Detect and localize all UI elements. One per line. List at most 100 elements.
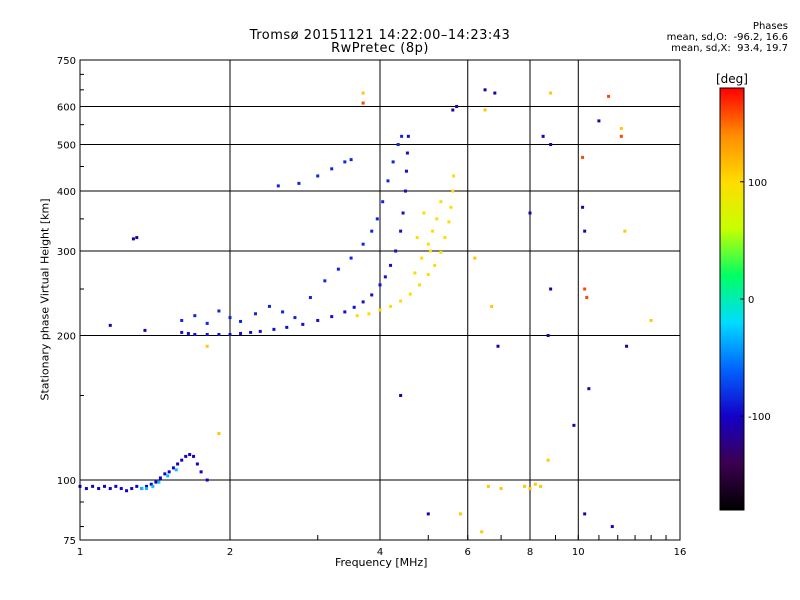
data-point bbox=[163, 472, 167, 476]
data-point bbox=[499, 487, 503, 491]
data-point bbox=[607, 94, 611, 98]
data-point bbox=[267, 304, 271, 308]
data-point bbox=[349, 256, 353, 260]
data-point bbox=[546, 458, 550, 462]
data-point bbox=[131, 237, 135, 241]
data-point bbox=[330, 315, 334, 319]
data-point bbox=[403, 189, 407, 193]
x-tick-label: 2 bbox=[227, 547, 233, 558]
data-point bbox=[523, 484, 527, 488]
y-tick-label: 750 bbox=[57, 56, 76, 67]
data-point bbox=[130, 487, 134, 491]
data-point bbox=[174, 468, 178, 472]
data-point bbox=[610, 525, 614, 529]
data-point bbox=[151, 484, 155, 488]
data-point bbox=[528, 487, 532, 491]
data-point bbox=[443, 236, 447, 240]
data-point bbox=[253, 312, 257, 316]
data-point bbox=[597, 119, 601, 123]
chart-title: Tromsø 20151121 14:22:00–14:23:43 bbox=[249, 28, 511, 43]
data-point bbox=[239, 319, 243, 323]
data-point bbox=[400, 134, 404, 138]
y-tick-label: 400 bbox=[57, 187, 76, 198]
data-point bbox=[361, 300, 365, 304]
data-point bbox=[285, 325, 289, 329]
data-point bbox=[435, 217, 439, 221]
data-point bbox=[399, 394, 403, 398]
phase-stats-x: mean, sd,X: 93.4, 19.7 bbox=[671, 43, 788, 54]
data-point bbox=[352, 305, 356, 309]
data-point bbox=[330, 167, 334, 171]
data-point bbox=[361, 91, 365, 95]
y-tick-label: 75 bbox=[63, 536, 76, 547]
axes: 1 2 4 6 8 10 16 75 100 200 300 400 500 600 750 bbox=[57, 56, 686, 558]
data-point bbox=[381, 200, 385, 204]
data-point bbox=[217, 309, 221, 313]
data-point bbox=[157, 480, 161, 484]
data-point bbox=[239, 331, 243, 335]
data-point bbox=[370, 229, 374, 233]
data-point bbox=[367, 312, 371, 316]
data-point bbox=[149, 482, 153, 486]
data-point bbox=[154, 480, 158, 484]
data-point bbox=[420, 256, 424, 260]
data-point bbox=[316, 318, 320, 322]
data-point bbox=[583, 287, 587, 291]
x-tick-label: 16 bbox=[674, 547, 687, 558]
data-point bbox=[541, 134, 545, 138]
data-point bbox=[180, 318, 184, 322]
y-tick-label: 200 bbox=[57, 332, 76, 343]
data-point bbox=[167, 470, 171, 474]
data-point bbox=[195, 462, 199, 466]
data-point bbox=[355, 314, 359, 318]
data-point bbox=[135, 484, 139, 488]
data-point bbox=[361, 242, 365, 246]
data-point bbox=[103, 484, 107, 488]
data-point bbox=[431, 229, 435, 233]
data-point bbox=[399, 229, 403, 233]
colorbar-tick-label: -100 bbox=[748, 412, 771, 423]
data-point bbox=[84, 487, 88, 491]
data-point bbox=[413, 271, 417, 275]
data-point bbox=[483, 88, 487, 92]
data-point bbox=[587, 387, 591, 391]
data-point bbox=[452, 174, 456, 178]
data-point bbox=[293, 316, 297, 320]
data-point bbox=[349, 158, 353, 162]
data-point bbox=[451, 108, 455, 112]
data-point bbox=[176, 462, 180, 466]
data-points bbox=[78, 88, 653, 534]
data-point bbox=[91, 484, 95, 488]
data-point bbox=[422, 211, 426, 215]
data-point bbox=[378, 308, 382, 312]
data-point bbox=[428, 249, 432, 253]
data-point bbox=[186, 331, 190, 335]
data-point bbox=[143, 328, 147, 332]
data-point bbox=[625, 344, 629, 348]
data-point bbox=[205, 478, 209, 482]
data-point bbox=[528, 211, 532, 215]
data-point bbox=[343, 160, 347, 164]
data-point bbox=[623, 229, 627, 233]
data-point bbox=[496, 344, 500, 348]
data-point bbox=[249, 330, 253, 334]
data-point bbox=[370, 293, 374, 297]
data-point bbox=[119, 487, 123, 491]
data-point bbox=[493, 91, 497, 95]
data-point bbox=[276, 184, 280, 188]
data-point bbox=[539, 484, 543, 488]
data-point bbox=[316, 174, 320, 178]
data-point bbox=[447, 220, 451, 224]
data-point bbox=[108, 487, 112, 491]
phase-stats: Phases mean, sd,O: -96.2, 16.6 mean, sd,… bbox=[667, 21, 788, 54]
data-point bbox=[228, 316, 232, 320]
data-point bbox=[336, 267, 340, 271]
data-point bbox=[386, 179, 390, 183]
data-point bbox=[426, 512, 430, 516]
data-point bbox=[581, 155, 585, 159]
chart-subtitle: RwPretec (8p) bbox=[331, 41, 429, 56]
data-point bbox=[449, 205, 453, 209]
phase-stats-o: mean, sd,O: -96.2, 16.6 bbox=[666, 32, 788, 43]
data-point bbox=[140, 487, 144, 491]
data-point bbox=[533, 482, 537, 486]
